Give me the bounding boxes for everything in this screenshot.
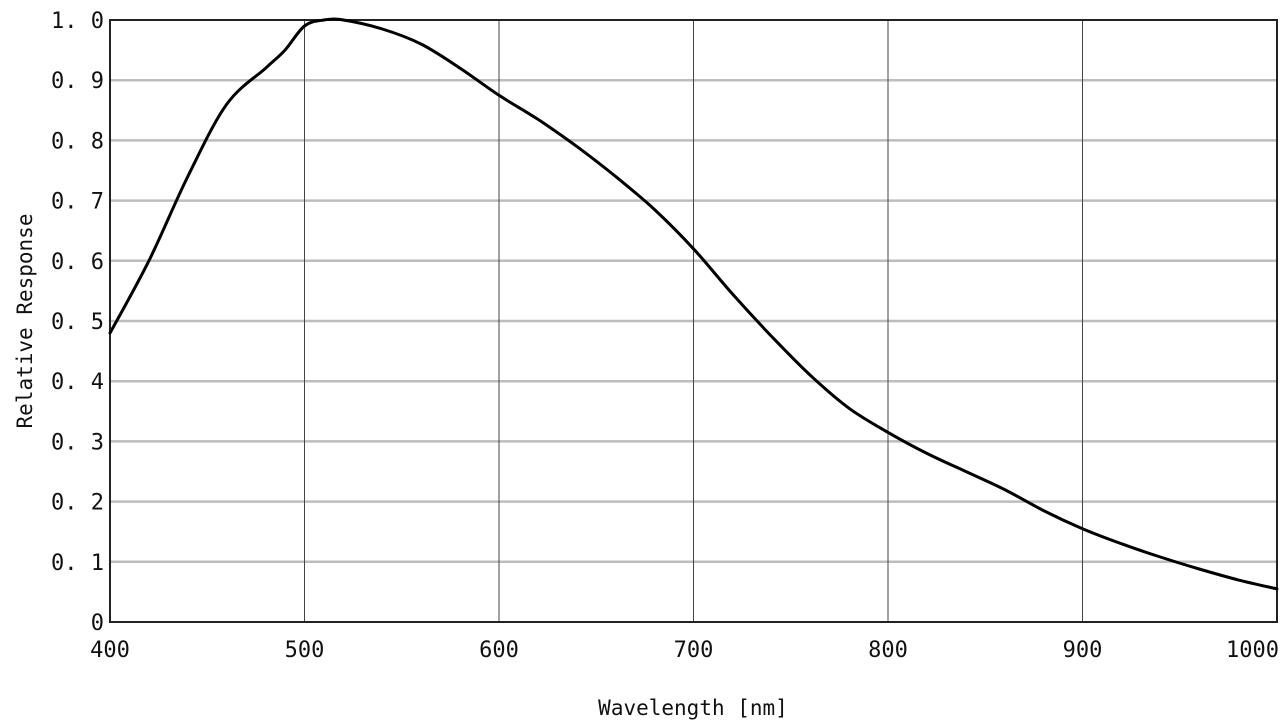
y-tick-label: 0. 6 <box>51 250 104 275</box>
x-axis-title: Wavelength [nm] <box>598 696 788 720</box>
y-tick-label: 1. 0 <box>51 9 104 34</box>
y-axis-title: Relative Response <box>13 214 37 429</box>
plot-frame <box>109 19 1278 623</box>
x-tick-label: 400 <box>90 638 130 663</box>
y-tick-label: 0. 4 <box>51 370 104 395</box>
y-tick-label: 0. 5 <box>51 310 104 335</box>
y-tick-label: 0 <box>91 611 104 636</box>
y-tick-label: 0. 3 <box>51 430 104 455</box>
y-tick-label: 0. 1 <box>51 551 104 576</box>
y-tick-label: 0. 9 <box>51 69 104 94</box>
y-tick-label: 0. 7 <box>51 190 104 215</box>
vertical-gridlines <box>304 20 1083 622</box>
x-tick-label: 900 <box>1063 638 1103 663</box>
x-tick-label: 700 <box>674 638 714 663</box>
response-curve <box>108 17 1279 591</box>
x-tick-label: 500 <box>285 638 325 663</box>
x-tick-label: 800 <box>868 638 908 663</box>
y-tick-label: 0. 8 <box>51 129 104 154</box>
y-tick-label: 0. 2 <box>51 491 104 516</box>
x-tick-label: 1000 <box>1226 638 1279 663</box>
y-axis-tick-labels: 0 0. 1 0. 2 0. 3 0. 4 0. 5 0. 6 0. 7 0. 8 0. 9 1. … <box>51 9 104 636</box>
x-axis-tick-labels: 400 500 600 700 800 900 1000 <box>90 638 1279 663</box>
x-tick-label: 600 <box>479 638 519 663</box>
